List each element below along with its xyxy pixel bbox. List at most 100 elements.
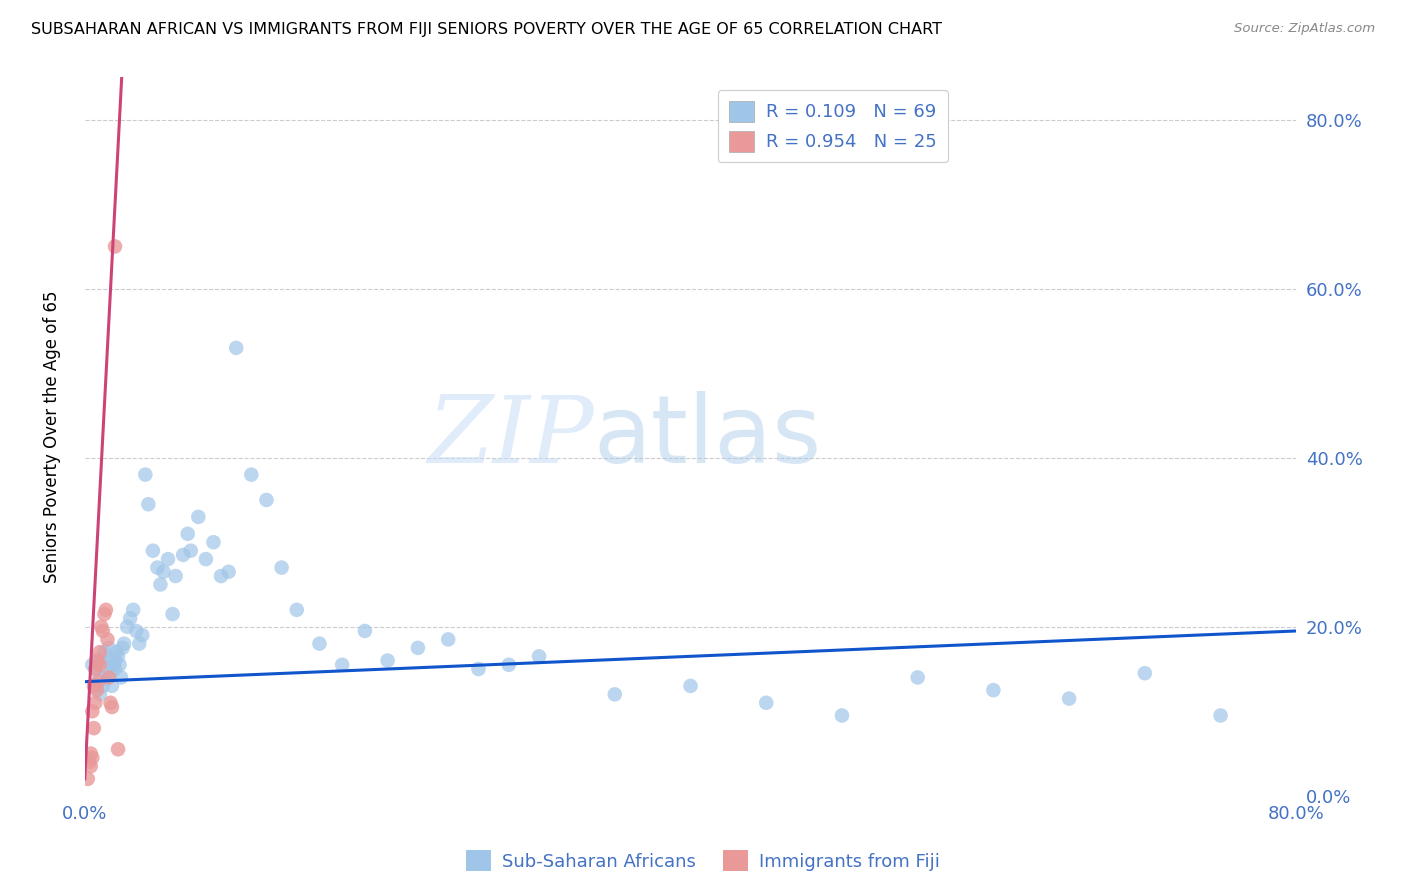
Point <box>202 535 225 549</box>
Point <box>100 666 122 681</box>
Point <box>82 750 104 764</box>
Point <box>108 657 131 672</box>
Point <box>93 607 115 621</box>
Point <box>498 657 520 672</box>
Point <box>104 662 127 676</box>
Point <box>87 674 110 689</box>
Point <box>128 637 150 651</box>
Point <box>120 611 142 625</box>
Point <box>218 565 240 579</box>
Point <box>467 662 489 676</box>
Text: Source: ZipAtlas.com: Source: ZipAtlas.com <box>1234 22 1375 36</box>
Point <box>112 637 135 651</box>
Point <box>679 679 702 693</box>
Point <box>83 679 105 693</box>
Point <box>1133 666 1156 681</box>
Point <box>104 654 127 668</box>
Point <box>330 657 353 672</box>
Point <box>89 657 111 672</box>
Point <box>89 645 111 659</box>
Point <box>97 670 120 684</box>
Point <box>527 649 550 664</box>
Point <box>180 543 202 558</box>
Point <box>80 759 103 773</box>
Point <box>96 632 118 647</box>
Point <box>87 654 110 668</box>
Point <box>91 679 114 693</box>
Point <box>308 637 330 651</box>
Point <box>146 560 169 574</box>
Point <box>104 239 127 253</box>
Point <box>131 628 153 642</box>
Point <box>80 747 103 761</box>
Point <box>983 683 1005 698</box>
Point <box>152 565 174 579</box>
Point <box>437 632 460 647</box>
Point <box>82 657 104 672</box>
Point <box>110 670 132 684</box>
Point <box>270 560 292 574</box>
Point <box>1057 691 1080 706</box>
Point <box>77 755 100 769</box>
Point <box>94 666 117 681</box>
Point <box>149 577 172 591</box>
Point <box>177 526 200 541</box>
Point <box>101 700 124 714</box>
Point <box>84 696 107 710</box>
Point <box>1209 708 1232 723</box>
Point <box>82 704 104 718</box>
Point <box>162 607 184 621</box>
Point <box>89 687 111 701</box>
Point <box>105 645 128 659</box>
Point <box>90 620 112 634</box>
Point <box>115 620 138 634</box>
Point <box>122 603 145 617</box>
Point <box>157 552 180 566</box>
Point <box>84 662 107 676</box>
Point <box>89 670 111 684</box>
Point <box>86 683 108 698</box>
Point <box>209 569 232 583</box>
Point <box>172 548 194 562</box>
Point <box>125 624 148 638</box>
Point <box>256 493 278 508</box>
Point <box>354 624 377 638</box>
Text: SUBSAHARAN AFRICAN VS IMMIGRANTS FROM FIJI SENIORS POVERTY OVER THE AGE OF 65 CO: SUBSAHARAN AFRICAN VS IMMIGRANTS FROM FI… <box>31 22 942 37</box>
Point <box>107 649 129 664</box>
Point <box>83 721 105 735</box>
Point <box>94 603 117 617</box>
Point <box>84 662 107 676</box>
Point <box>86 679 108 693</box>
Point <box>187 509 209 524</box>
Point <box>101 679 124 693</box>
Point <box>90 654 112 668</box>
Point <box>831 708 853 723</box>
Point <box>755 696 778 710</box>
Y-axis label: Seniors Poverty Over the Age of 65: Seniors Poverty Over the Age of 65 <box>44 291 60 582</box>
Point <box>103 657 125 672</box>
Point <box>97 640 120 655</box>
Point <box>107 742 129 756</box>
Point <box>907 670 929 684</box>
Point <box>142 543 165 558</box>
Point <box>225 341 247 355</box>
Point <box>406 640 429 655</box>
Text: atlas: atlas <box>593 391 823 483</box>
Legend: R = 0.109   N = 69, R = 0.954   N = 25: R = 0.109 N = 69, R = 0.954 N = 25 <box>717 90 948 162</box>
Point <box>603 687 626 701</box>
Legend: Sub-Saharan Africans, Immigrants from Fiji: Sub-Saharan Africans, Immigrants from Fi… <box>458 843 948 879</box>
Point <box>240 467 263 482</box>
Point <box>165 569 187 583</box>
Point <box>100 696 122 710</box>
Point <box>377 654 399 668</box>
Point <box>138 497 160 511</box>
Point <box>96 654 118 668</box>
Point <box>111 640 134 655</box>
Point <box>86 654 108 668</box>
Point <box>134 467 156 482</box>
Text: ZIP: ZIP <box>427 392 593 482</box>
Point <box>93 645 115 659</box>
Point <box>285 603 308 617</box>
Point <box>194 552 217 566</box>
Point <box>76 772 98 786</box>
